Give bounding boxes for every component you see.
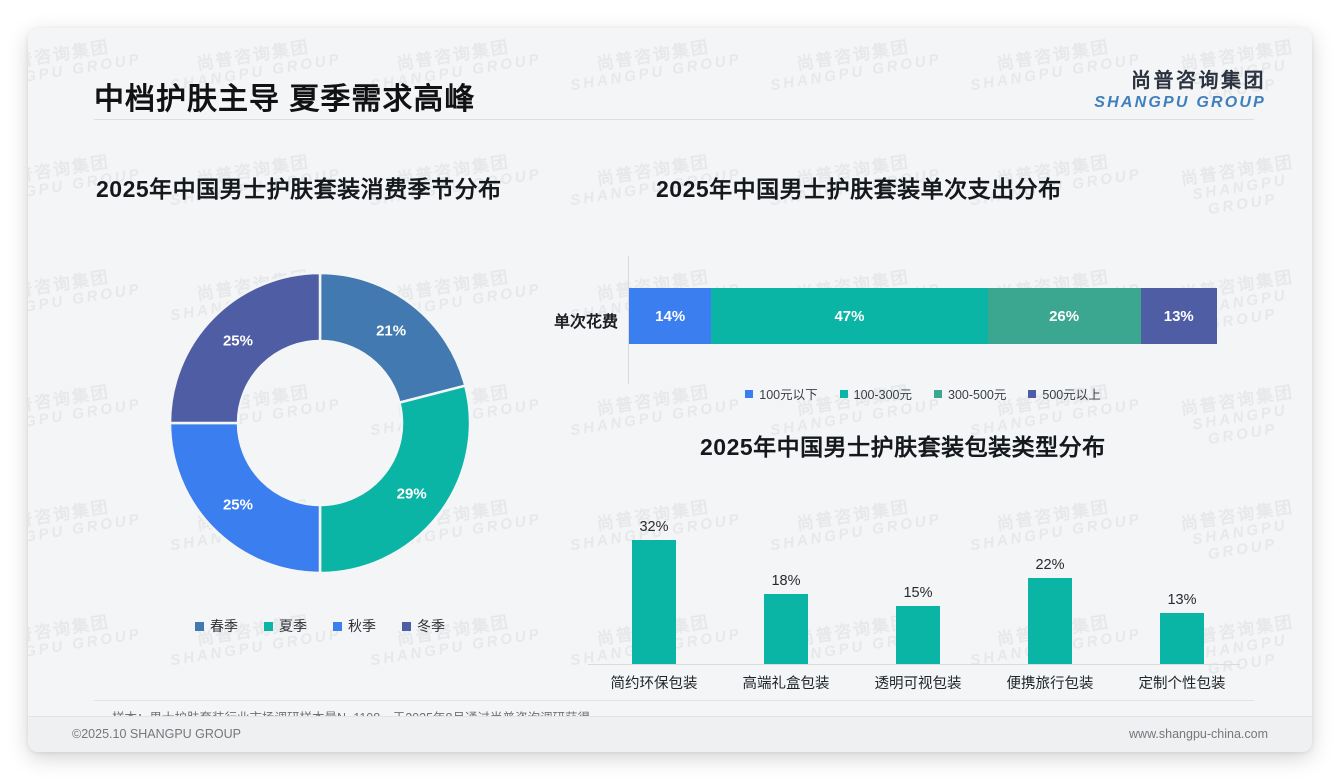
donut-legend: 春季 夏季 秋季 冬季 [130, 616, 510, 636]
legend-label: 冬季 [417, 618, 445, 634]
bar-value-label: 18% [771, 573, 801, 589]
donut-slice-label: 25% [222, 332, 253, 350]
bar-category-label: 高端礼盒包装 [742, 676, 830, 692]
stacked-legend-item[interactable]: 300-500元 [934, 384, 1006, 403]
bar-value-label: 32% [639, 518, 669, 535]
legend-swatch [333, 621, 342, 631]
bar-value-label: 22% [1035, 557, 1065, 574]
donut-slice[interactable] [168, 271, 322, 425]
logo-en-text: SHANGPU GROUP [1094, 94, 1266, 111]
bar-category-label: 简约环保包装 [610, 676, 698, 692]
legend-label: 春季 [210, 618, 238, 634]
donut-slice[interactable] [318, 271, 467, 405]
bar-rect[interactable] [764, 594, 808, 664]
donut-legend-item[interactable]: 秋季 [333, 616, 376, 636]
donut-legend-item[interactable]: 春季 [195, 616, 238, 636]
header-divider [94, 119, 1254, 120]
legend-label: 秋季 [348, 618, 376, 634]
legend-swatch [839, 389, 848, 398]
stacked-bar-segment[interactable]: 26% [987, 288, 1141, 344]
bar-column[interactable]: 15% [857, 496, 979, 664]
stacked-legend-item[interactable]: 100-300元 [839, 384, 912, 403]
legend-label: 100-300元 [853, 388, 912, 402]
bar-category-label: 透明可视包装 [874, 676, 962, 692]
bar-rect[interactable] [1028, 578, 1072, 664]
season-donut-chart: 21% 29% 25% 25% [130, 258, 510, 588]
brand-logo: 尚普咨询集团 SHANGPU GROUP [1094, 64, 1266, 112]
bar-value-label: 13% [1167, 592, 1197, 609]
legend-label: 500元以上 [1042, 388, 1101, 402]
bar-column[interactable]: 22% [989, 496, 1111, 664]
legend-swatch [195, 621, 204, 631]
legend-swatch [402, 621, 411, 631]
legend-label: 300-500元 [948, 388, 1007, 402]
bar-category-label: 便携旅行包装 [1006, 676, 1094, 692]
stacked-bar-segment[interactable]: 47% [711, 288, 988, 344]
footer-copyright: ©2025.10 SHANGPU GROUP [72, 727, 241, 741]
stacked-row-label: 单次花费 [553, 314, 618, 331]
legend-swatch [1028, 389, 1037, 398]
bar-rect[interactable] [896, 605, 940, 664]
slide-card: 尚普咨询集团 SHANGPU GROUP 尚普咨询集团 SHANGPU GROUP 尚普… [28, 28, 1312, 752]
bar-rect[interactable] [1160, 613, 1204, 664]
stacked-bar-segment[interactable]: 14% [629, 288, 712, 344]
stacked-legend-item[interactable]: 100元以下 [745, 384, 818, 403]
bar-axis-line [588, 664, 1240, 665]
page-title: 中档护肤主导 夏季需求高峰 [94, 83, 476, 116]
bar-value-label: 15% [903, 584, 933, 601]
slide-header: 中档护肤主导 夏季需求高峰 尚普咨询集团 SHANGPU GROUP [28, 28, 1312, 120]
donut-svg [168, 271, 472, 575]
stacked-bar-segment[interactable]: 13% [1140, 288, 1217, 344]
package-bar-chart: 32% 18% 15% 22% 13% 简约环保包装 高端礼盒包装 透明可视包装 便携旅行包装… [588, 496, 1248, 701]
stacked-legend-item[interactable]: 500元以上 [1028, 384, 1101, 403]
donut-slice-label: 21% [376, 322, 407, 340]
donut-slice-label: 25% [222, 496, 253, 514]
bar-chart-title: 2025年中国男士护肤套装包装类型分布 [700, 434, 1106, 460]
logo-cn-text: 尚普咨询集团 [1131, 70, 1266, 92]
bar-column[interactable]: 13% [1121, 496, 1243, 664]
stacked-axis-line [628, 256, 629, 384]
footer-website[interactable]: www.shangpu-china.com [1129, 727, 1268, 741]
donut-legend-item[interactable]: 夏季 [264, 616, 307, 636]
legend-label: 100元以下 [759, 388, 818, 402]
donut-slice[interactable] [318, 384, 472, 575]
bar-column[interactable]: 32% [593, 496, 715, 664]
donut-legend-item[interactable]: 冬季 [402, 616, 445, 636]
spend-stacked-chart: 单次花费 14% 47% 26% 13% 100元以下 100-300元 300-500元… [528, 256, 1248, 426]
bar-rect[interactable] [632, 539, 676, 664]
stacked-bar-track: 14% 47% 26% 13% [629, 288, 1217, 344]
legend-label: 夏季 [279, 618, 307, 634]
legend-swatch [745, 389, 754, 398]
bar-category-label: 定制个性包装 [1138, 676, 1226, 692]
legend-swatch [934, 389, 942, 398]
bar-category-axis: 简约环保包装 高端礼盒包装 透明可视包装 便携旅行包装 定制个性包装 [588, 672, 1248, 693]
donut-slice-label: 29% [396, 485, 427, 503]
footnote-divider [94, 700, 1254, 701]
donut-chart-title: 2025年中国男士护肤套装消费季节分布 [96, 176, 502, 202]
legend-swatch [264, 621, 273, 631]
bar-plot-area: 32% 18% 15% 22% 13% [588, 496, 1248, 664]
bar-column[interactable]: 18% [725, 496, 847, 664]
slide-footer: ©2025.10 SHANGPU GROUP www.shangpu-china… [28, 716, 1312, 752]
stacked-chart-title: 2025年中国男士护肤套装单次支出分布 [656, 176, 1062, 202]
stacked-legend: 100元以下 100-300元 300-500元 500元以上 [629, 384, 1217, 403]
donut-slice[interactable] [168, 421, 322, 575]
